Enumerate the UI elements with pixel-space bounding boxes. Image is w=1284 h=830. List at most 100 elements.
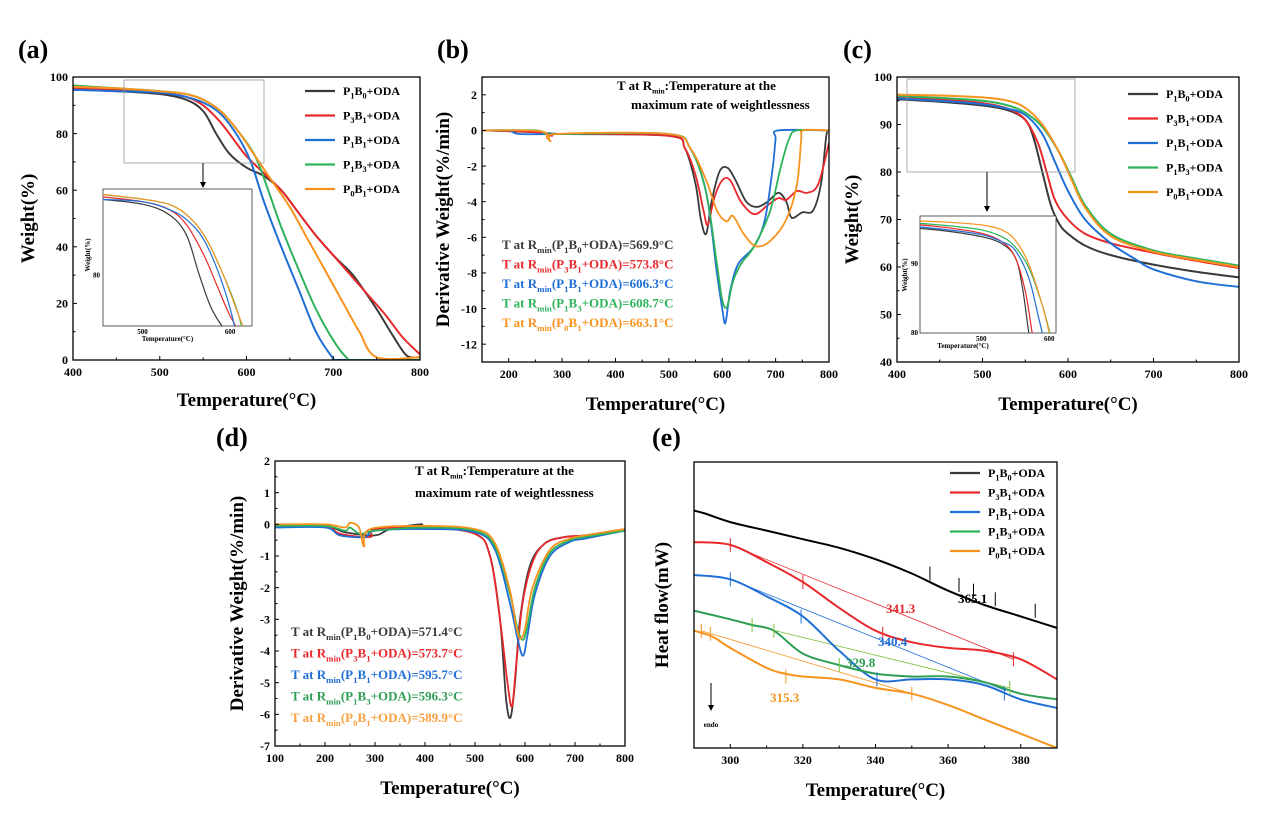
series-line [694,541,1057,681]
y-tick-label: 60 [880,260,892,274]
x-tick-label: 300 [553,367,571,381]
panel-label: (b) [437,35,469,64]
y-tick-label: -6 [260,708,270,722]
series-line-p0b1-oda [275,521,625,640]
x-axis-title: Temperature(°C) [806,780,946,801]
legend-label: P1B3+ODA [1166,161,1223,178]
y-tick-label: 1 [264,486,270,500]
y-tick-label: 100 [50,70,68,84]
series-line-p0b1-oda [920,220,1050,333]
inset-x-title: Temperature(°C) [142,335,194,343]
rmin-annotation: T at Rmin(P1B3+ODA)=596.3°C [291,689,462,707]
y-tick-label: 20 [56,297,68,311]
chart-e: (e) 300 320 340 360 380 Temperature(°C) Heat fl… [652,423,1058,801]
rmin-annotation: T at Rmin(P3B1+ODA)=573.8°C [502,257,673,275]
y-tick-label: 0 [471,124,477,138]
x-tick-label: 300 [366,751,384,765]
x-tick-label: 320 [794,753,812,767]
x-tick-label: 200 [500,367,518,381]
x-tick-label: 600 [1059,367,1077,381]
y-tick-label: -4 [467,195,477,209]
y-axis-title: Derivative Weight(%/min) [227,496,248,711]
y-tick-label: 80 [56,127,68,141]
x-tick-label: 400 [416,751,434,765]
endo-label: endo [704,721,719,729]
definition-note-2: maximum rate of weightlessness [631,97,810,112]
y-tick-label: 50 [880,308,892,322]
definition-note: T at Rmin:Temperature at the [617,78,776,95]
y-tick-label: 60 [56,183,68,197]
series-line [694,609,1057,701]
y-tick-label: -1 [260,549,270,563]
transition-temperature-label: 365.1 [958,591,987,606]
transition-temperature-label: 341.3 [886,601,916,616]
tangent-line [730,544,1014,660]
y-tick-label: 70 [880,213,892,227]
inset-y-tick-label: 80 [911,329,919,337]
rmin-annotation: T at Rmin(P3B1+ODA)=573.7°C [291,646,462,664]
x-tick-label: 500 [974,367,992,381]
inset-y-tick-label: 80 [93,271,101,279]
y-tick-label: 2 [471,88,477,102]
y-axis-title: Heat flow(mW) [652,542,673,668]
x-tick-label: 800 [820,367,838,381]
x-axis-title: Temperature(°C) [177,390,317,411]
definition-note-2: maximum rate of weightlessness [415,485,594,500]
y-tick-label: -2 [260,581,270,595]
x-tick-label: 800 [411,365,429,379]
x-tick-label: 700 [324,365,342,379]
legend-label: P1B0+ODA [988,466,1045,483]
zoom-region-box [123,79,265,164]
x-tick-label: 500 [660,367,678,381]
y-axis-title: Weight(%) [842,175,863,265]
rmin-annotation: T at Rmin(P1B1+ODA)=606.3°C [502,276,673,294]
x-tick-label: 340 [867,753,885,767]
inset-x-tick-label: 500 [976,335,987,343]
x-tick-label: 500 [151,365,169,379]
y-tick-label: 0 [62,353,68,367]
y-tick-label: -8 [467,266,477,280]
y-tick-label: 100 [874,70,892,84]
rmin-annotation: T at Rmin(P1B3+ODA)=608.7°C [502,296,673,314]
series-line-p1b1-oda [482,128,829,325]
x-tick-label: 800 [1230,367,1248,381]
inset-x-title: Temperature(°C) [937,342,989,350]
inset-x-tick-label: 600 [1044,335,1055,343]
x-tick-label: 600 [516,751,534,765]
legend-label: P3B1+ODA [343,109,400,126]
chart-c: (c) 400 500 600 700 800 40 50 60 70 80 90 100 Tempera… [842,35,1248,415]
legend-label: P3B1+ODA [1166,112,1223,129]
chart-d: (d) 100 200 300 400 500 600 700 800 2 1 0 -1 -2 -3 -4 -5… [216,423,634,799]
y-tick-label: -2 [467,159,477,173]
zoom-region-box [906,78,1076,173]
x-tick-label: 400 [606,367,624,381]
x-tick-label: 400 [888,367,906,381]
y-axis-title: Weight(%) [18,174,39,264]
legend-label: P1B0+ODA [1166,87,1223,104]
x-tick-label: 300 [721,753,739,767]
x-tick-label: 400 [64,365,82,379]
x-tick-label: 600 [238,365,256,379]
y-tick-label: 2 [264,454,270,468]
transition-temperature-label: 315.3 [770,690,800,705]
inset-y-title: Weight(%) [84,238,92,272]
legend-label: P1B1+ODA [1166,136,1223,153]
x-tick-label: 700 [1145,367,1163,381]
y-tick-label: -6 [467,231,477,245]
legend-label: P1B3+ODA [988,525,1045,542]
panel-label: (c) [843,35,872,64]
legend-label: P0B1+ODA [988,544,1045,561]
rmin-annotation: T at Rmin(P1B0+ODA)=571.4°C [291,624,462,642]
x-tick-label: 360 [939,753,957,767]
legend-label: P1B0+ODA [343,84,400,101]
chart-b: (b) 200 300 400 500 600 700 800 2 0 -2 -4 -6 -8 -10 -12… [433,35,838,415]
panel-label: (e) [652,423,681,452]
y-tick-label: -3 [260,613,270,627]
series-line-p3b1-oda [920,224,1033,333]
series-line [694,509,1057,629]
series-line [694,629,1057,748]
series-line-p1b0-oda [920,227,1030,333]
definition-note: T at Rmin:Temperature at the [415,463,574,480]
x-tick-label: 500 [466,751,484,765]
